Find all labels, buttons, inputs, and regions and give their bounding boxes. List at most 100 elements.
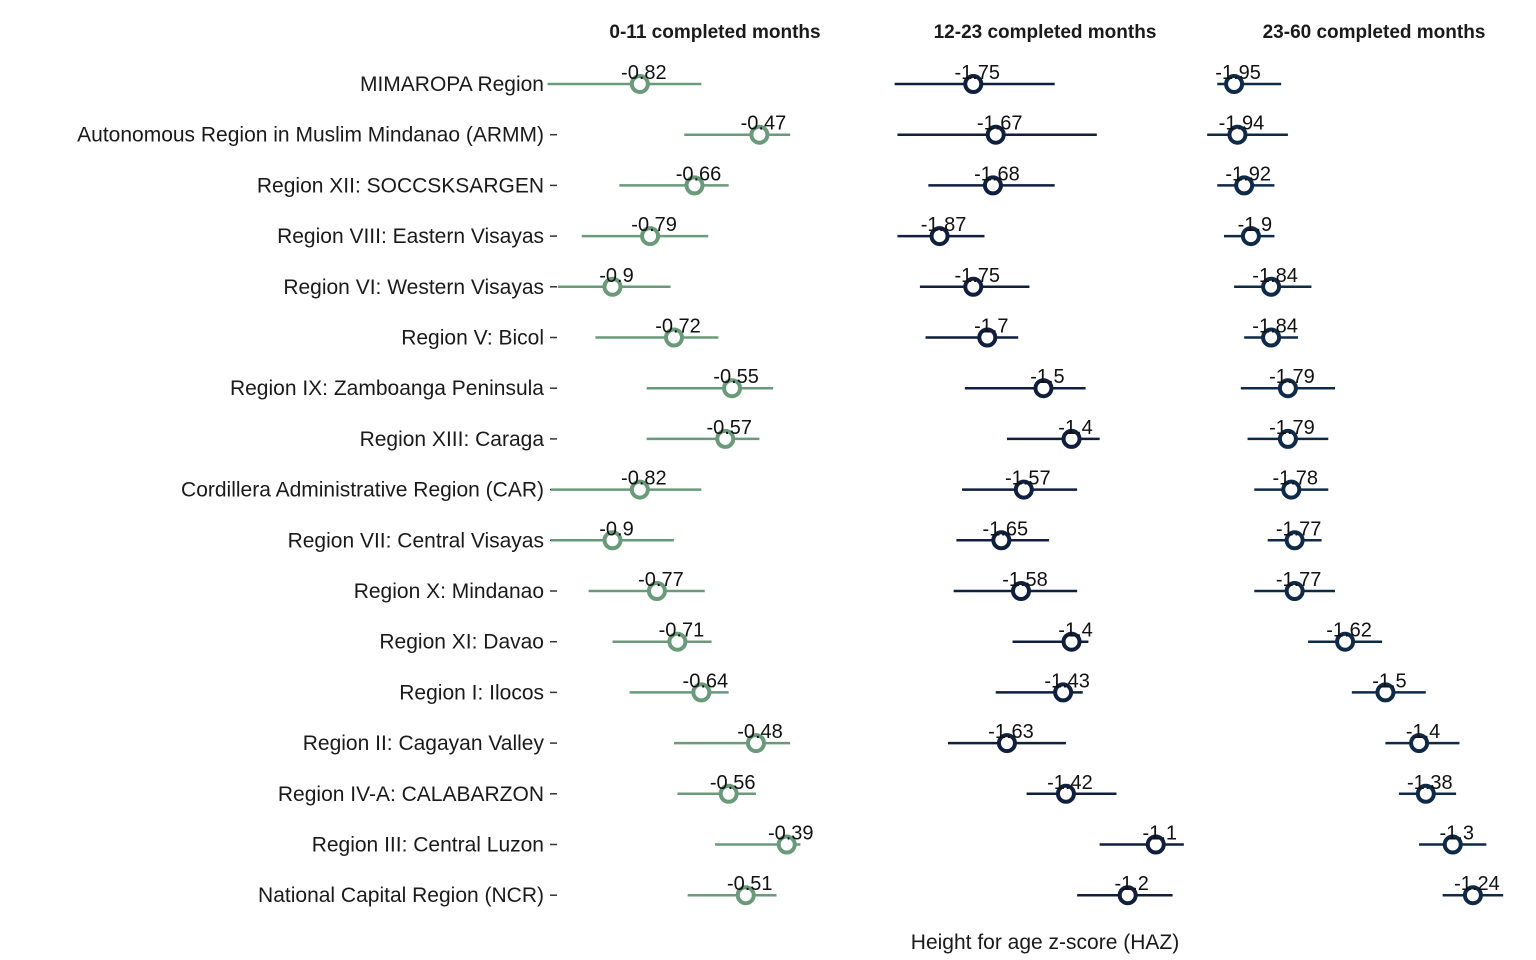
value-label: -1.9 [1238, 214, 1272, 236]
estimate-point [1409, 733, 1430, 754]
estimate-point [1227, 124, 1248, 145]
value-label: -1.4 [1406, 721, 1440, 743]
value-label: -0.66 [676, 163, 722, 185]
value-label: -1.4 [1058, 417, 1092, 439]
estimate-point [1335, 631, 1356, 652]
estimate-point [996, 733, 1017, 754]
region-label: Region XII: SOCCSKSARGEN [257, 174, 544, 197]
panel-3: 23-60 completed months-1.95 -1.94 -1.92 -1.… [1207, 22, 1504, 906]
estimate-point [1013, 479, 1034, 500]
estimate-point [691, 682, 712, 703]
panel-1: 0-11 completed months -0.82 -0.47 -0.66 -0.7… [547, 22, 821, 906]
value-label: -1.38 [1407, 772, 1453, 794]
value-label: -1.68 [974, 163, 1020, 185]
value-label: -0.55 [713, 366, 759, 388]
panel-title: 0-11 completed months [609, 22, 820, 43]
estimate-point [1053, 682, 1074, 703]
value-label: -1.4 [1058, 620, 1092, 642]
value-label: -1.94 [1219, 113, 1265, 135]
value-label: -1.79 [1269, 366, 1315, 388]
estimate-point [982, 175, 1003, 196]
y-axis: MIMAROPA Region Autonomous Region in Musl… [77, 73, 557, 907]
estimate-point [1375, 682, 1396, 703]
panel-title: 12-23 completed months [934, 22, 1157, 43]
region-label: Autonomous Region in Muslim Mindanao (AR… [77, 124, 544, 147]
value-label: -1.63 [988, 721, 1034, 743]
region-label: Region IV-A: CALABARZON [278, 783, 544, 806]
value-label: -1.84 [1252, 316, 1298, 338]
value-label: -1.75 [954, 62, 1000, 84]
region-label: Region VI: Western Visayas [283, 276, 544, 299]
value-label: -1.42 [1047, 772, 1093, 794]
estimate-point [963, 74, 984, 94]
estimate-point [646, 581, 667, 601]
value-label: -0.9 [599, 265, 633, 287]
estimate-point [991, 530, 1012, 551]
region-label: Region XIII: Caraga [360, 428, 545, 451]
estimate-point [684, 175, 705, 196]
estimate-point [985, 124, 1006, 145]
value-label: -1.1 [1143, 823, 1177, 845]
estimate-point [1281, 479, 1302, 500]
value-label: -1.2 [1114, 873, 1148, 895]
value-label: -1.5 [1030, 366, 1064, 388]
value-label: -0.71 [659, 620, 705, 642]
estimate-point [1061, 428, 1082, 449]
value-label: -1.78 [1272, 468, 1318, 490]
estimate-point [602, 276, 623, 297]
estimate-point [929, 226, 950, 247]
estimate-point [1061, 631, 1082, 652]
estimate-point [715, 428, 736, 449]
estimate-point [1224, 74, 1245, 94]
value-label: -1.57 [1005, 468, 1051, 490]
value-label: -1.3 [1439, 823, 1473, 845]
estimate-point [1261, 276, 1282, 297]
estimate-point [602, 530, 623, 551]
value-label: -1.7 [974, 316, 1008, 338]
value-label: -1.92 [1225, 163, 1271, 185]
estimate-point [735, 885, 756, 906]
value-label: -1.95 [1215, 62, 1261, 84]
estimate-point [1117, 885, 1138, 906]
value-label: -1.5 [1372, 670, 1406, 692]
estimate-point [1145, 834, 1166, 855]
value-label: -1.79 [1269, 417, 1315, 439]
region-label: Region XI: Davao [379, 631, 544, 654]
value-label: -1.65 [983, 518, 1029, 540]
estimate-point [1284, 581, 1305, 601]
estimate-point [640, 226, 661, 247]
region-label: Region V: Bicol [401, 327, 544, 350]
region-label: Region III: Central Luzon [312, 834, 544, 857]
estimate-point [718, 783, 739, 804]
region-label: Region VIII: Eastern Visayas [277, 225, 544, 248]
estimate-point [1462, 885, 1483, 906]
estimate-point [1277, 378, 1298, 399]
chart-panels: 0-11 completed months -0.82 -0.47 -0.66 -0.7… [547, 22, 1504, 906]
value-label: -0.82 [621, 62, 667, 84]
estimate-point [746, 733, 766, 754]
estimate-point [1261, 327, 1282, 348]
estimate-point [629, 74, 650, 94]
value-label: -1.24 [1454, 873, 1500, 895]
region-label: Region II: Cagayan Valley [303, 732, 545, 755]
estimate-point [1284, 530, 1305, 551]
value-label: -0.51 [727, 873, 773, 895]
value-label: -0.64 [683, 670, 729, 692]
value-label: -0.82 [621, 468, 667, 490]
value-label: -1.77 [1276, 518, 1322, 540]
estimate-point [1011, 581, 1031, 601]
region-label: Region IX: Zamboanga Peninsula [230, 377, 544, 400]
estimate-point [1234, 175, 1255, 196]
value-label: -1.87 [921, 214, 967, 236]
estimate-point [1240, 226, 1261, 247]
value-label: -0.57 [706, 417, 752, 439]
region-label: Region VII: Central Visayas [288, 529, 544, 552]
estimate-point [776, 834, 797, 855]
value-label: -0.79 [631, 214, 677, 236]
value-label: -1.62 [1326, 620, 1372, 642]
estimate-point [667, 631, 688, 652]
value-label: -1.77 [1276, 569, 1322, 591]
estimate-point [749, 124, 770, 145]
value-label: -1.84 [1252, 265, 1298, 287]
estimate-point [1442, 834, 1463, 855]
